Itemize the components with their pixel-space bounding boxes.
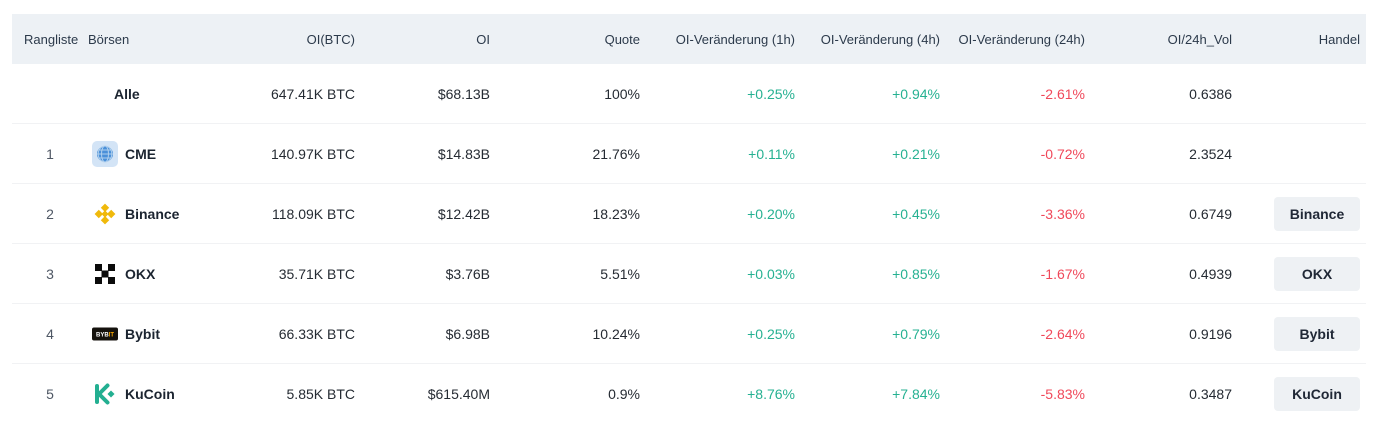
oi-change-24h-cell: -2.64%: [1040, 325, 1085, 342]
oi-24h-vol-cell: 2.3524: [1189, 145, 1232, 162]
col-header-rangliste[interactable]: Rangliste: [24, 31, 79, 47]
exchange-cell-alle: Alle: [88, 86, 248, 102]
col-header-oi[interactable]: OI: [476, 31, 490, 47]
col-header-oi-veraenderung-4h[interactable]: OI-Veränderung (4h): [820, 31, 940, 47]
oi-btc-cell: 35.71K BTC: [278, 265, 355, 282]
col-header-boersen[interactable]: Börsen: [88, 31, 130, 47]
cme-logo-icon: [92, 140, 118, 167]
oi-btc-cell: 66.33K BTC: [278, 325, 355, 342]
bybit-logo-icon: BYBIT: [92, 320, 118, 347]
okx-logo-icon: [92, 260, 118, 287]
oi-change-4h-cell: +0.79%: [892, 325, 940, 342]
exchange-name: KuCoin: [125, 386, 175, 402]
oi-btc-cell: 140.97K BTC: [270, 145, 355, 162]
oi-change-4h-cell: +7.84%: [892, 386, 940, 402]
quote-cell: 0.9%: [608, 386, 640, 402]
table-header-row: Rangliste Börsen OI(BTC) OI Quote OI-Ver…: [12, 14, 1366, 64]
oi-change-4h-cell: +0.45%: [892, 205, 940, 222]
table-row-cme: 1 CME 140.97K BTC $14.83B 21.76: [12, 124, 1366, 184]
exchange-name: Binance: [125, 205, 180, 222]
trade-button-bybit[interactable]: Bybit: [1274, 316, 1360, 351]
rank-cell: 5: [46, 386, 54, 402]
col-header-quote[interactable]: Quote: [604, 31, 640, 47]
oi-change-1h-cell: +0.25%: [747, 325, 795, 342]
trade-button-binance[interactable]: Binance: [1274, 196, 1360, 231]
quote-cell: 18.23%: [592, 205, 640, 222]
oi-change-1h-cell: +8.76%: [747, 386, 795, 402]
kucoin-logo-icon: [92, 381, 118, 407]
oi-24h-vol-cell: 0.3487: [1189, 386, 1232, 402]
oi-change-24h-cell: -0.72%: [1040, 145, 1085, 162]
oi-change-1h-cell: +0.11%: [748, 145, 795, 162]
oi-btc-cell: 647.41K BTC: [270, 85, 355, 102]
oi-change-4h-cell: +0.94%: [892, 85, 940, 102]
oi-change-24h-cell: -5.83%: [1040, 386, 1085, 402]
handel-cell: Bybit: [1232, 316, 1366, 351]
oi-cell: $6.98B: [445, 325, 490, 342]
oi-change-24h-cell: -1.67%: [1040, 265, 1085, 282]
rank-cell: 4: [46, 325, 54, 342]
oi-change-4h-cell: +0.21%: [892, 145, 940, 162]
oi-24h-vol-cell: 0.4939: [1189, 265, 1232, 282]
exchange-name: CME: [125, 145, 157, 162]
col-header-oi-veraenderung-1h[interactable]: OI-Veränderung (1h): [675, 31, 795, 47]
oi-cell: $68.13B: [437, 85, 490, 102]
handel-cell: KuCoin: [1232, 377, 1366, 411]
exchange-cell-binance[interactable]: Binance: [88, 201, 248, 227]
quote-cell: 21.76%: [592, 145, 640, 162]
exchange-cell-cme[interactable]: CME: [88, 140, 248, 167]
rank-cell: 2: [46, 205, 54, 222]
table-row-okx: 3 OKX 35.71K BTC $3.76B 5.51% +0.03%: [12, 244, 1366, 304]
table-row-bybit: 4 BYBIT Bybit 66.33K BTC $6.98B 10.24% +…: [12, 304, 1366, 364]
oi-24h-vol-cell: 0.6749: [1189, 205, 1232, 222]
oi-cell: $615.40M: [427, 386, 490, 402]
handel-cell: OKX: [1232, 256, 1366, 291]
oi-btc-cell: 5.85K BTC: [286, 386, 355, 402]
exchange-cell-kucoin[interactable]: KuCoin: [88, 381, 248, 407]
table-row-alle: Alle 647.41K BTC $68.13B 100% +0.25% +0.…: [12, 64, 1366, 124]
col-header-oi-veraenderung-24h[interactable]: OI-Veränderung (24h): [958, 31, 1085, 47]
exchange-name: Bybit: [125, 325, 160, 342]
rank-cell: 1: [46, 145, 54, 162]
oi-24h-vol-cell: 0.6386: [1189, 85, 1232, 102]
binance-logo-icon: [92, 201, 118, 227]
exchange-cell-okx[interactable]: OKX: [88, 260, 248, 287]
oi-change-1h-cell: +0.25%: [747, 85, 795, 102]
quote-cell: 100%: [604, 85, 640, 102]
table-row-kucoin: 5 KuCoin 5.85K BTC $615.40M 0.9% +8.76% …: [12, 364, 1366, 424]
exchange-cell-bybit[interactable]: BYBIT Bybit: [88, 320, 248, 347]
oi-btc-cell: 118.09K BTC: [271, 205, 355, 222]
quote-cell: 5.51%: [600, 265, 640, 282]
col-header-oi-btc[interactable]: OI(BTC): [306, 31, 355, 47]
handel-cell: Binance: [1232, 196, 1366, 231]
exchange-name: OKX: [125, 265, 156, 282]
oi-change-1h-cell: +0.20%: [747, 205, 795, 222]
trade-button-kucoin[interactable]: KuCoin: [1274, 377, 1360, 411]
quote-cell: 10.24%: [592, 325, 640, 342]
rank-cell: 3: [46, 265, 54, 282]
table-row-binance: 2 Binance 118.09K BTC $12.42B 18.23% +0.…: [12, 184, 1366, 244]
trade-button-okx[interactable]: OKX: [1274, 256, 1360, 291]
oi-change-24h-cell: -2.61%: [1040, 85, 1085, 102]
svg-text:BYBIT: BYBIT: [96, 332, 114, 338]
oi-24h-vol-cell: 0.9196: [1189, 325, 1232, 342]
oi-change-1h-cell: +0.03%: [747, 265, 795, 282]
oi-change-24h-cell: -3.36%: [1040, 205, 1085, 222]
oi-change-4h-cell: +0.85%: [892, 265, 940, 282]
oi-cell: $12.42B: [437, 205, 490, 222]
col-header-handel: Handel: [1318, 31, 1360, 47]
col-header-oi-24h-vol[interactable]: OI/24h_Vol: [1167, 31, 1232, 47]
oi-cell: $14.83B: [437, 145, 490, 162]
oi-cell: $3.76B: [445, 265, 490, 282]
exchange-name: Alle: [114, 85, 140, 102]
